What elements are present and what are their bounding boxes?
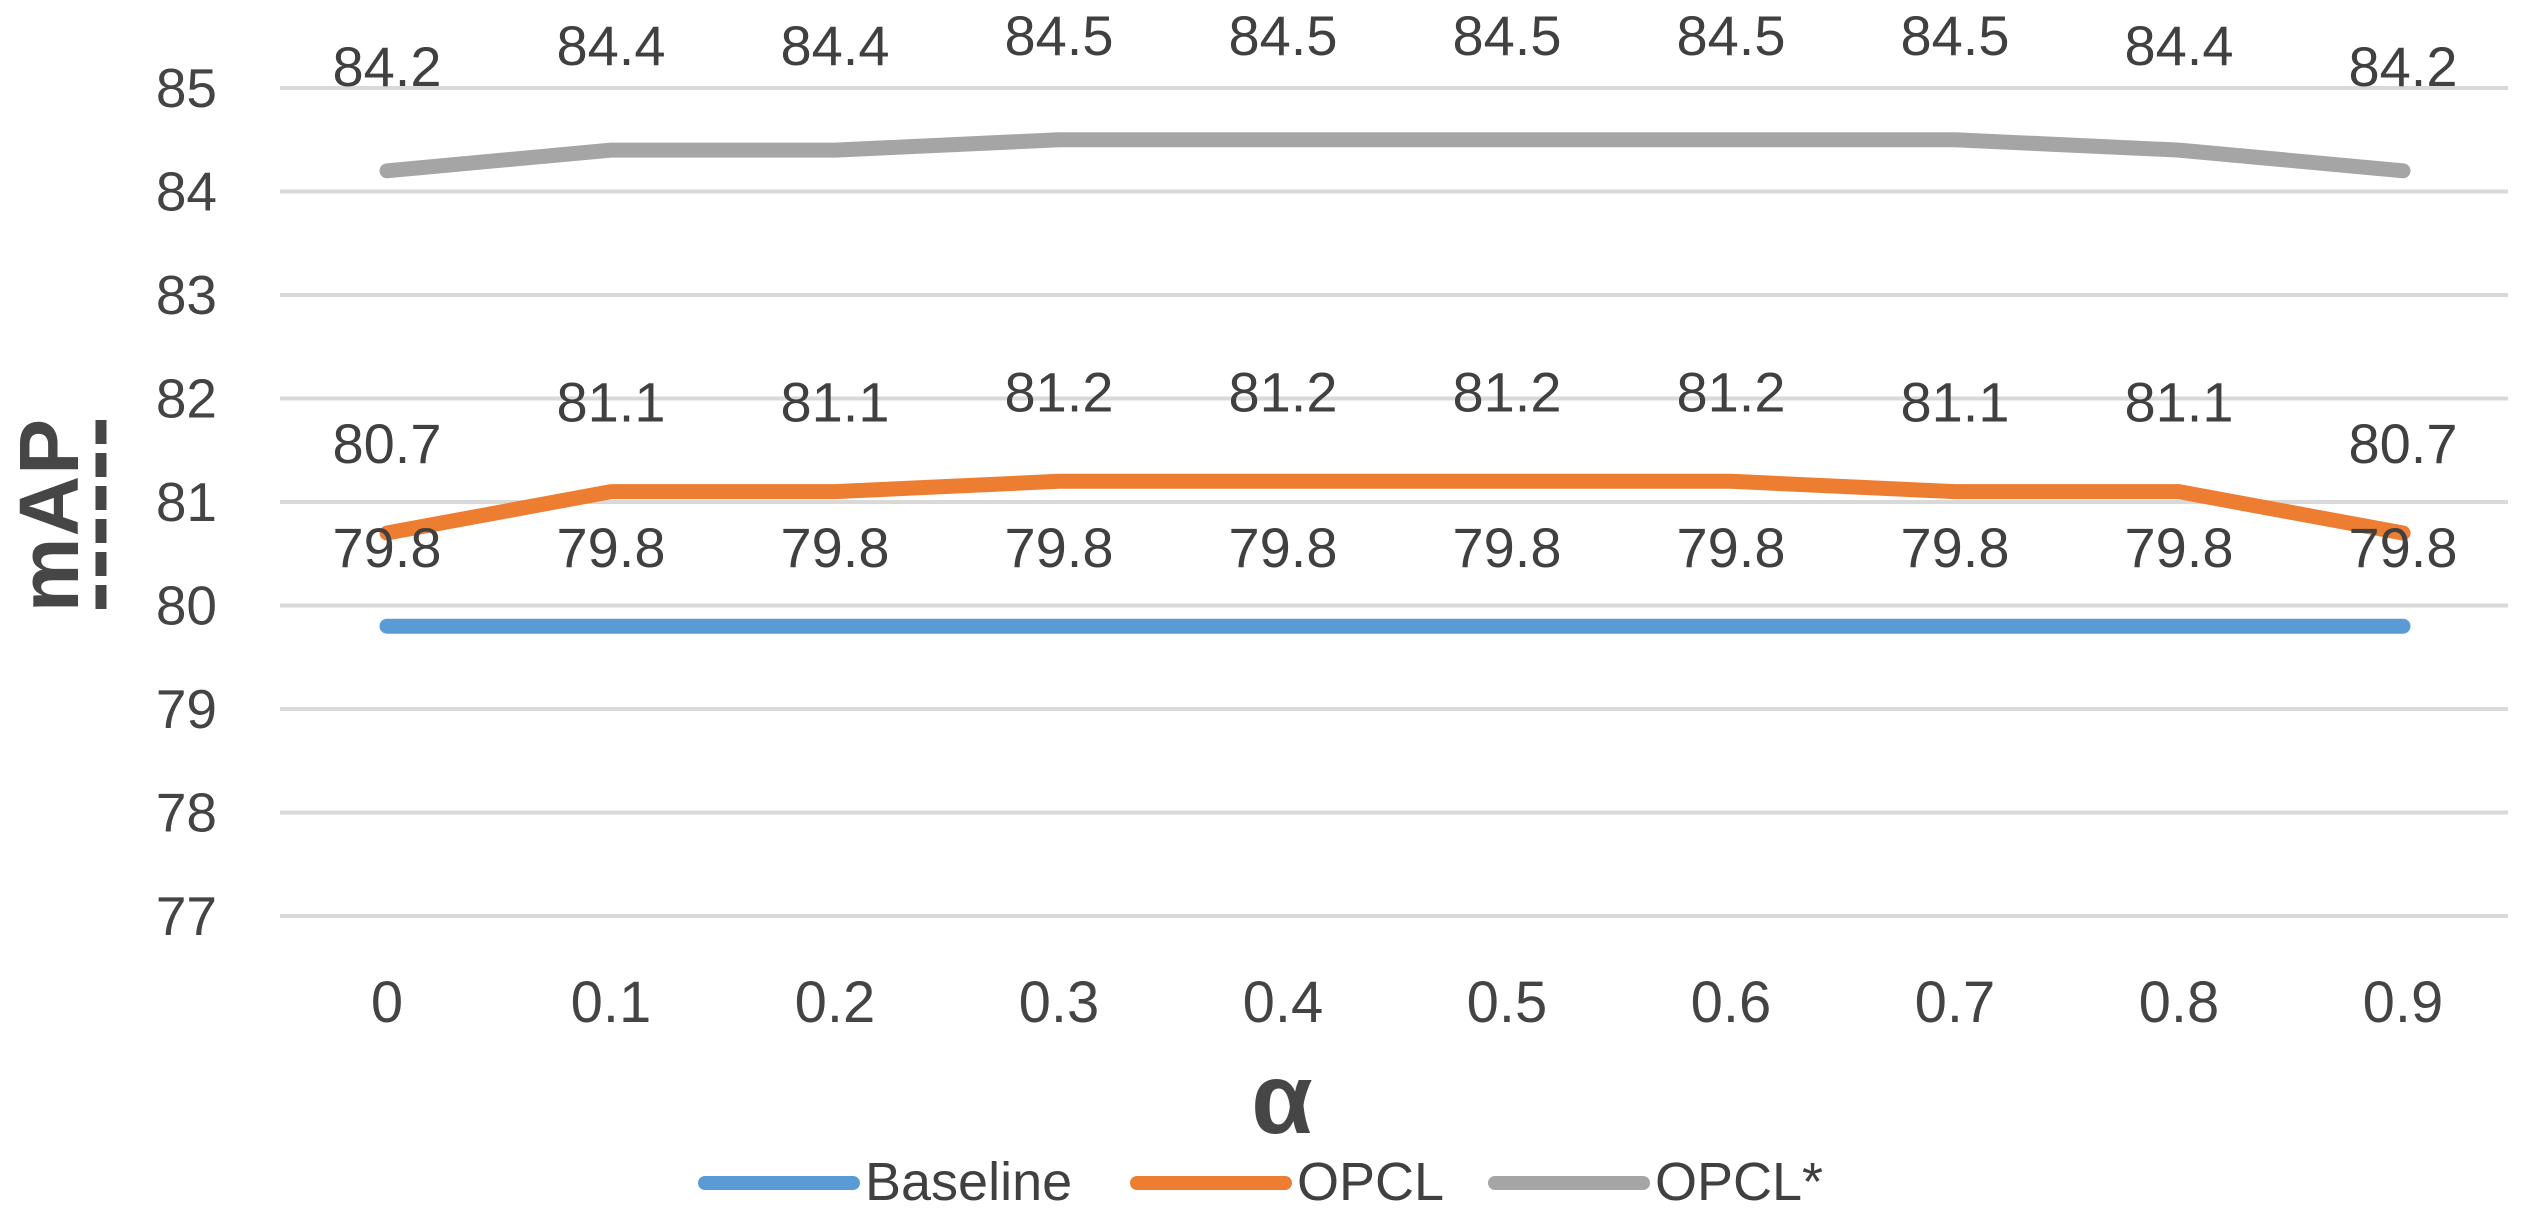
series-line-opcl xyxy=(379,473,2411,541)
data-label-opclstar-0.7: 84.5 xyxy=(1901,4,2010,67)
data-label-baseline-0.5: 79.8 xyxy=(1453,516,1562,579)
x-axis-tick-label-0.6: 0.6 xyxy=(1691,970,1772,1035)
data-label-opcl-0.8: 81.1 xyxy=(2125,371,2234,434)
data-label-opcl-0.2: 81.1 xyxy=(781,371,890,434)
data-label-baseline-0.8: 79.8 xyxy=(2125,516,2234,579)
data-label-baseline-0.6: 79.8 xyxy=(1677,516,1786,579)
x-axis-tick-label-0.7: 0.7 xyxy=(1915,970,1996,1035)
data-label-opclstar-0.5: 84.5 xyxy=(1453,4,1562,67)
data-label-opclstar-0.8: 84.4 xyxy=(2125,14,2234,77)
y-axis-tick-label-81: 81 xyxy=(156,471,217,533)
y-axis-tick-label-80: 80 xyxy=(156,575,217,637)
data-label-opcl-0.5: 81.2 xyxy=(1453,360,1562,423)
y-axis-tick-label-78: 78 xyxy=(156,782,217,844)
x-axis-tick-label-0.3: 0.3 xyxy=(1019,970,1100,1035)
legend-label-baseline: Baseline xyxy=(865,1152,1072,1212)
y-axis-tick-label-85: 85 xyxy=(156,57,217,119)
data-label-baseline-0: 79.8 xyxy=(333,516,442,579)
data-label-opcl-0.9: 80.7 xyxy=(2349,412,2458,475)
y-axis-tick-label-79: 79 xyxy=(156,678,217,740)
y-axis-tick-label-82: 82 xyxy=(156,368,217,430)
data-label-baseline-0.3: 79.8 xyxy=(1005,516,1114,579)
data-label-opclstar-0.4: 84.5 xyxy=(1229,4,1338,67)
data-label-opclstar-0.9: 84.2 xyxy=(2349,35,2458,98)
x-axis-tick-label-0.5: 0.5 xyxy=(1467,970,1548,1035)
x-axis-title: α xyxy=(1251,1043,1312,1155)
y-axis-title: mAP xyxy=(2,418,96,612)
data-label-opcl-0.6: 81.2 xyxy=(1677,360,1786,423)
data-label-opcl-0.1: 81.1 xyxy=(557,371,666,434)
data-label-opclstar-0.1: 84.4 xyxy=(557,14,666,77)
data-label-baseline-0.1: 79.8 xyxy=(557,516,666,579)
data-label-opclstar-0.6: 84.5 xyxy=(1677,4,1786,67)
y-axis-tick-label-84: 84 xyxy=(156,161,217,223)
legend-label-opclstar: OPCL* xyxy=(1655,1152,1823,1212)
x-axis-tick-label-0.4: 0.4 xyxy=(1243,970,1324,1035)
data-label-opclstar-0.3: 84.5 xyxy=(1005,4,1114,67)
data-label-opclstar-0.2: 84.4 xyxy=(781,14,890,77)
data-label-opcl-0.3: 81.2 xyxy=(1005,360,1114,423)
x-axis-tick-label-0: 0 xyxy=(371,970,403,1035)
x-axis-tick-label-0.2: 0.2 xyxy=(795,970,876,1035)
x-axis-tick-label-0.1: 0.1 xyxy=(571,970,652,1035)
series-line-opclstar xyxy=(379,132,2411,179)
legend-label-opcl: OPCL xyxy=(1297,1152,1444,1212)
data-label-opcl-0.4: 81.2 xyxy=(1229,360,1338,423)
x-axis-tick-label-0.9: 0.9 xyxy=(2363,970,2444,1035)
x-axis-tick-label-0.8: 0.8 xyxy=(2139,970,2220,1035)
y-axis-tick-label-83: 83 xyxy=(156,264,217,326)
y-axis-tick-label-77: 77 xyxy=(156,885,217,947)
data-label-opcl-0: 80.7 xyxy=(333,412,442,475)
data-label-baseline-0.2: 79.8 xyxy=(781,516,890,579)
data-label-opclstar-0: 84.2 xyxy=(333,35,442,98)
data-label-baseline-0.9: 79.8 xyxy=(2349,516,2458,579)
data-label-baseline-0.4: 79.8 xyxy=(1229,516,1338,579)
data-label-opcl-0.7: 81.1 xyxy=(1901,371,2010,434)
data-label-baseline-0.7: 79.8 xyxy=(1901,516,2010,579)
